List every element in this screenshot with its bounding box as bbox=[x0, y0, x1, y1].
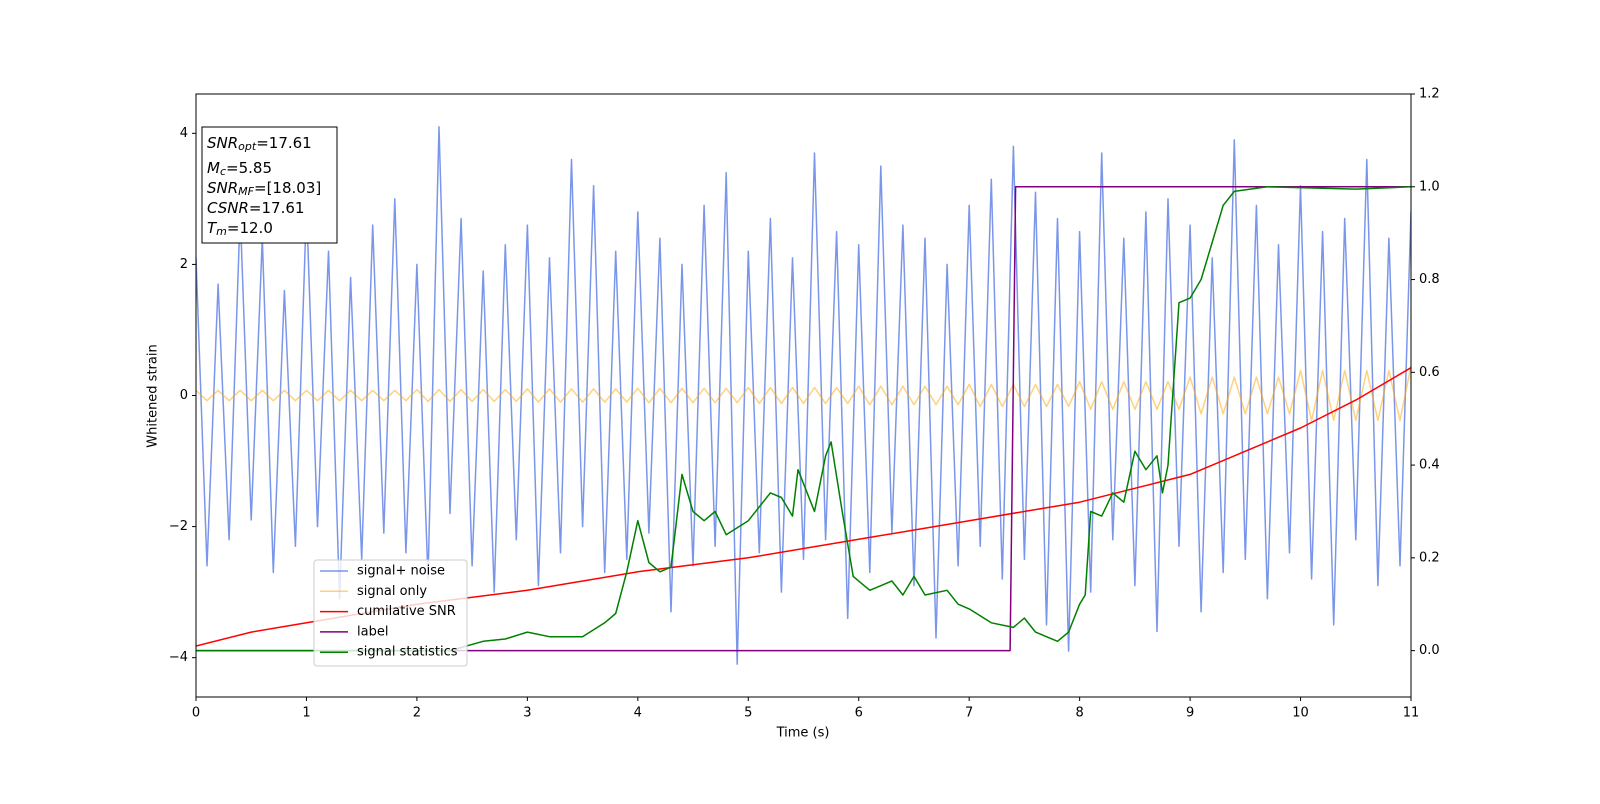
series-line bbox=[196, 126, 1411, 665]
legend-label: signal only bbox=[357, 584, 427, 599]
legend-label: signal statistics bbox=[357, 645, 458, 660]
y2-tick-label: 1.2 bbox=[1419, 87, 1440, 102]
annotation-symbol: M bbox=[207, 159, 220, 177]
series-line bbox=[196, 186, 1411, 652]
annotation-subscript: m bbox=[216, 225, 227, 238]
x-tick-label: 4 bbox=[634, 706, 642, 721]
y-axis-label: Whitened strain bbox=[146, 344, 161, 447]
annotation-value: =17.61 bbox=[256, 134, 312, 152]
legend-label: cumilative SNR bbox=[357, 604, 456, 619]
annotation-symbol: T bbox=[207, 219, 218, 237]
series-line bbox=[196, 186, 1411, 652]
y2-tick-label: 0.8 bbox=[1419, 272, 1440, 287]
x-tick-label: 8 bbox=[1075, 706, 1083, 721]
annotation-symbol: CSNR bbox=[207, 199, 249, 217]
legend-label: signal+ noise bbox=[357, 564, 445, 579]
y2-tick-label: 0.6 bbox=[1419, 365, 1440, 380]
y2-tick-label: 0.2 bbox=[1419, 550, 1440, 565]
annotation-value: =5.85 bbox=[226, 159, 272, 177]
annotation-subscript: c bbox=[220, 165, 226, 178]
x-tick-label: 9 bbox=[1186, 706, 1194, 721]
x-tick-label: 6 bbox=[855, 706, 863, 721]
y-tick-label: −4 bbox=[169, 650, 188, 665]
annotation-symbol: SNR bbox=[207, 134, 238, 152]
annotation-value: =17.61 bbox=[249, 199, 305, 217]
y2-tick-label: 1.0 bbox=[1419, 179, 1440, 194]
x-tick-label: 1 bbox=[302, 706, 310, 721]
annotation-line: CSNR=17.61 bbox=[207, 199, 304, 217]
x-tick-label: 7 bbox=[965, 706, 973, 721]
annotation-subscript: MF bbox=[238, 185, 254, 198]
x-tick-label: 0 bbox=[192, 706, 200, 721]
annotation-subscript: opt bbox=[238, 140, 257, 153]
annotation-line: SNRMF=[18.03] bbox=[207, 179, 321, 199]
annotation-value: =[18.03] bbox=[254, 179, 321, 197]
y-tick-label: 4 bbox=[180, 126, 188, 141]
annotation-line: Mc=5.85 bbox=[207, 159, 272, 179]
x-tick-label: 3 bbox=[523, 706, 531, 721]
y2-tick-label: 0.4 bbox=[1419, 458, 1440, 473]
y-tick-label: −2 bbox=[169, 519, 188, 534]
annotation-value: =12.0 bbox=[227, 219, 273, 237]
y2-tick-label: 0.0 bbox=[1419, 643, 1440, 658]
y-tick-label: 0 bbox=[180, 388, 188, 403]
legend: signal+ noise signal only cumilative SNR la… bbox=[313, 559, 468, 667]
legend-box bbox=[313, 559, 468, 667]
annotation-line: Tm=12.0 bbox=[207, 219, 273, 239]
x-tick-label: 10 bbox=[1292, 706, 1309, 721]
annotation: SNRopt=17.61Mc=5.85SNRMF=[18.03]CSNR=17.… bbox=[201, 126, 338, 244]
annotation-line: SNRopt=17.61 bbox=[207, 134, 312, 154]
series-line bbox=[196, 365, 1411, 422]
annotation-box bbox=[201, 126, 338, 244]
x-tick-label: 11 bbox=[1403, 706, 1420, 721]
x-tick-label: 5 bbox=[744, 706, 752, 721]
y-tick-label: 2 bbox=[180, 257, 188, 272]
annotation-symbol: SNR bbox=[207, 179, 238, 197]
x-tick-label: 2 bbox=[413, 706, 421, 721]
x-axis-label: Time (s) bbox=[776, 726, 830, 741]
legend-label: label bbox=[357, 624, 388, 639]
